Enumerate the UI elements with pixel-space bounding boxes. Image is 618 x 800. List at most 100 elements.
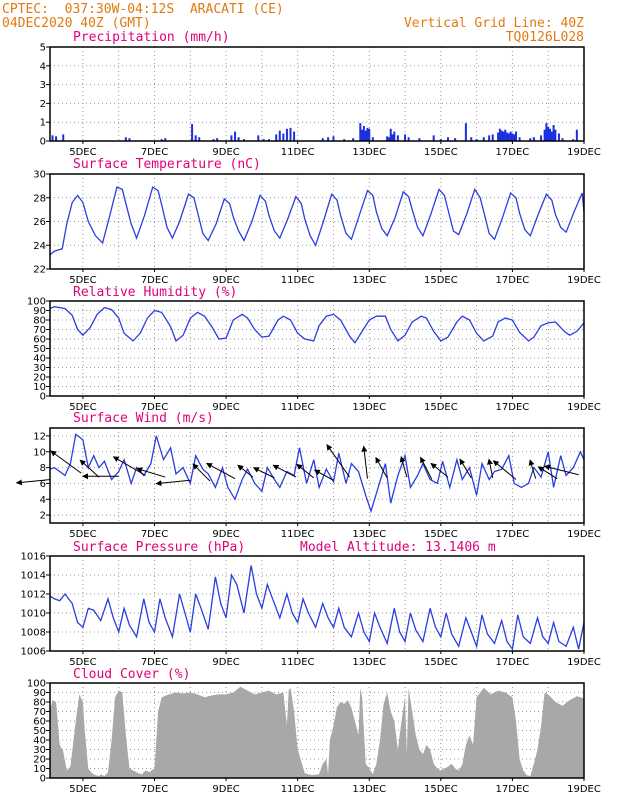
humidity-xtick-label: 11DEC	[281, 402, 315, 413]
cloud-xtick-label: 7DEC	[141, 784, 168, 795]
precip-bar	[554, 129, 557, 141]
wind-arrow	[15, 478, 51, 486]
precip-ytick-label: 3	[40, 80, 46, 91]
temperature-xtick-label: 5DEC	[69, 275, 96, 286]
precip-bar	[51, 135, 54, 141]
wind-xtick-label: 5DEC	[69, 529, 96, 540]
precip-bar	[482, 137, 485, 141]
precip-bar	[540, 135, 543, 141]
precip-bar	[389, 128, 392, 141]
pressure-series-line	[49, 565, 585, 651]
precip-ytick-label: 5	[40, 43, 46, 54]
humidity-xtick-label: 17DEC	[496, 402, 530, 413]
precip-xtick-label: 15DEC	[424, 147, 458, 158]
precip-bar	[359, 123, 362, 141]
precip-bar	[327, 137, 330, 141]
precip-bar	[230, 135, 233, 141]
cloud-xtick-label: 17DEC	[496, 784, 530, 795]
wind-arrow	[206, 462, 236, 480]
precip-bar	[387, 137, 390, 141]
precip-bar	[404, 134, 407, 141]
wind-ytick-label: 8	[40, 463, 46, 474]
precip-bar	[475, 139, 478, 141]
wind-arrow	[50, 450, 82, 474]
precip-xtick-label: 13DEC	[352, 147, 386, 158]
wind-xtick-label: 11DEC	[281, 529, 315, 540]
precip-bar	[257, 135, 260, 141]
precip-xtick-label: 11DEC	[281, 147, 315, 158]
cloud-ytick-label: 20	[33, 755, 46, 766]
wind-arrow	[528, 459, 537, 479]
pressure-ytick-label: 1012	[21, 590, 46, 601]
pressure-xtick-label: 11DEC	[281, 657, 315, 668]
wind-ytick-label: 10	[33, 447, 46, 458]
temperature-xtick-label: 19DEC	[567, 275, 601, 286]
wind-series-line	[49, 433, 585, 514]
pressure-xtick-label: 13DEC	[352, 657, 386, 668]
wind-xtick-label: 17DEC	[496, 529, 530, 540]
cloud-xtick-label: 5DEC	[69, 784, 96, 795]
pressure-ytick-label: 1016	[21, 552, 46, 563]
precip-bar	[293, 131, 296, 141]
pressure-ytick-label: 1006	[21, 647, 46, 658]
cloud-ytick-label: 80	[33, 698, 46, 709]
pressure-xtick-label: 9DEC	[212, 657, 239, 668]
pressure-ytick-label: 1008	[21, 628, 46, 639]
precip-bar	[407, 137, 410, 141]
temperature-xtick-label: 7DEC	[141, 275, 168, 286]
precip-bar	[511, 133, 514, 141]
header-model: TQ0126L028	[506, 30, 584, 45]
temperature-ytick-label: 22	[33, 265, 46, 276]
wind-arrow	[361, 445, 368, 479]
precip-ytick-label: 4	[40, 61, 46, 72]
wind-xtick-label: 7DEC	[141, 529, 168, 540]
precip-bar	[278, 130, 281, 141]
precip-bar	[361, 129, 364, 141]
precip-bar	[160, 139, 163, 141]
precip-bar	[506, 132, 509, 141]
humidity-title: Relative Humidity (%)	[73, 285, 237, 300]
precip-bar	[366, 127, 369, 141]
precip-bar	[488, 135, 491, 141]
cloud-ytick-label: 50	[33, 726, 46, 737]
pressure-ytick-label: 1014	[21, 571, 46, 582]
header-grid-line: Vertical Grid Line: 40Z	[404, 16, 584, 31]
precip-frame	[49, 46, 585, 142]
cloud-xtick-label: 15DEC	[424, 784, 458, 795]
precip-bar	[364, 130, 367, 141]
precip-bar	[62, 134, 65, 141]
temperature-ytick-label: 26	[33, 217, 46, 228]
humidity-xtick-label: 7DEC	[141, 402, 168, 413]
humidity-ytick-label: 20	[33, 373, 46, 384]
temperature-xtick-label: 15DEC	[424, 275, 458, 286]
temperature-xtick-label: 11DEC	[281, 275, 315, 286]
precip-xtick-label: 7DEC	[141, 147, 168, 158]
cloud-xtick-label: 13DEC	[352, 784, 386, 795]
precip-bar	[557, 133, 560, 141]
precip-bar	[216, 138, 219, 141]
precip-bar	[500, 130, 503, 141]
wind-ytick-label: 12	[33, 431, 46, 442]
humidity-ytick-label: 30	[33, 363, 46, 374]
pressure-xtick-label: 15DEC	[424, 657, 458, 668]
precip-ytick-label: 0	[40, 137, 46, 148]
precip-bar	[543, 129, 546, 141]
wind-arrow	[430, 463, 449, 478]
humidity-ytick-label: 40	[33, 354, 46, 365]
precip-bar	[332, 136, 335, 141]
cloud-ytick-label: 40	[33, 736, 46, 747]
wind-arrow	[192, 463, 211, 482]
precip-bar	[491, 134, 494, 141]
pressure-xtick-label: 17DEC	[496, 657, 530, 668]
precip-bar	[237, 137, 240, 141]
temperature-title: Surface Temperature (nC)	[73, 157, 261, 172]
wind-arrow	[272, 464, 297, 478]
precip-bar	[321, 138, 324, 141]
wind-arrow	[543, 464, 579, 476]
precip-bar	[124, 137, 127, 141]
wind-arrow	[252, 467, 275, 479]
pressure-xtick-label: 7DEC	[141, 657, 168, 668]
precip-bar	[509, 131, 512, 141]
